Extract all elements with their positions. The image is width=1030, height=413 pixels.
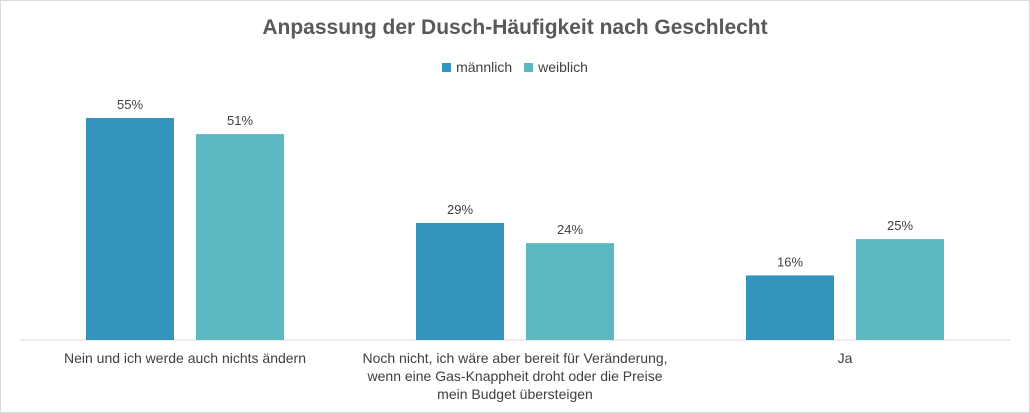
category-label-1-line-2: mein Budget übersteigen (437, 386, 593, 402)
bar-maennlich-1 (416, 222, 504, 340)
bar-weiblich-2 (856, 239, 944, 340)
category-label-1-line-0: Noch nicht, ich wäre aber bereit für Ver… (362, 350, 667, 366)
chart-legend: männlich weiblich (0, 59, 1030, 75)
data-label-maennlich-2: 16% (777, 254, 803, 269)
bar-weiblich-1 (526, 243, 614, 340)
data-label-maennlich-1: 29% (447, 202, 473, 217)
chart-title: Anpassung der Dusch-Häufigkeit nach Gesc… (262, 16, 768, 39)
legend-item-weiblich: weiblich (524, 59, 588, 75)
legend-swatch-weiblich (524, 62, 534, 72)
category-label-0-line-0: Nein und ich werde auch nichts ändern (64, 350, 306, 366)
category-label-1-line-1: wenn eine Gas-Knappheit droht oder die P… (367, 368, 663, 384)
category-label-2-line-0: Ja (838, 350, 853, 366)
data-label-weiblich-0: 51% (227, 113, 253, 128)
data-label-weiblich-2: 25% (887, 218, 913, 233)
bar-maennlich-2 (746, 275, 834, 340)
bar-weiblich-0 (196, 134, 284, 340)
data-label-maennlich-0: 55% (117, 97, 143, 112)
bar-maennlich-0 (86, 118, 174, 340)
data-label-weiblich-1: 24% (557, 222, 583, 237)
legend-swatch-maennlich (442, 62, 452, 72)
legend-label-maennlich: männlich (456, 59, 513, 75)
legend-label-weiblich: weiblich (538, 59, 588, 75)
legend-item-maennlich: männlich (442, 59, 512, 75)
